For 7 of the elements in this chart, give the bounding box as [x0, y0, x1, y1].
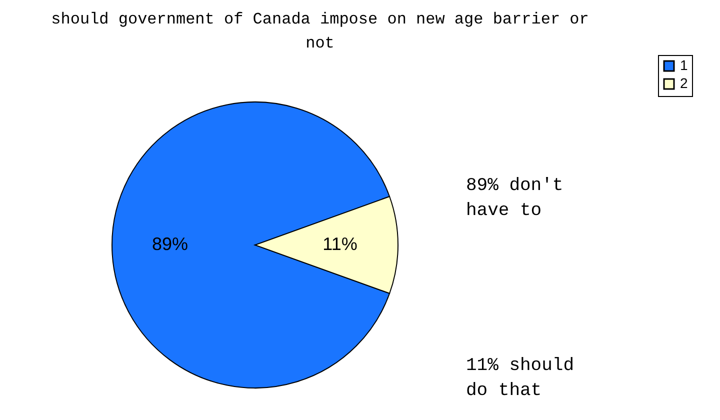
data-label: 89% — [152, 234, 188, 254]
chart-title: should government of Canada impose on new age barrier or not — [51, 10, 589, 52]
data-label: 11% — [322, 234, 358, 254]
legend-label: 2 — [680, 75, 688, 91]
text: 89% don't have to — [466, 176, 564, 221]
text: 11% should do that — [466, 356, 574, 401]
legend-label: 1 — [680, 57, 688, 73]
